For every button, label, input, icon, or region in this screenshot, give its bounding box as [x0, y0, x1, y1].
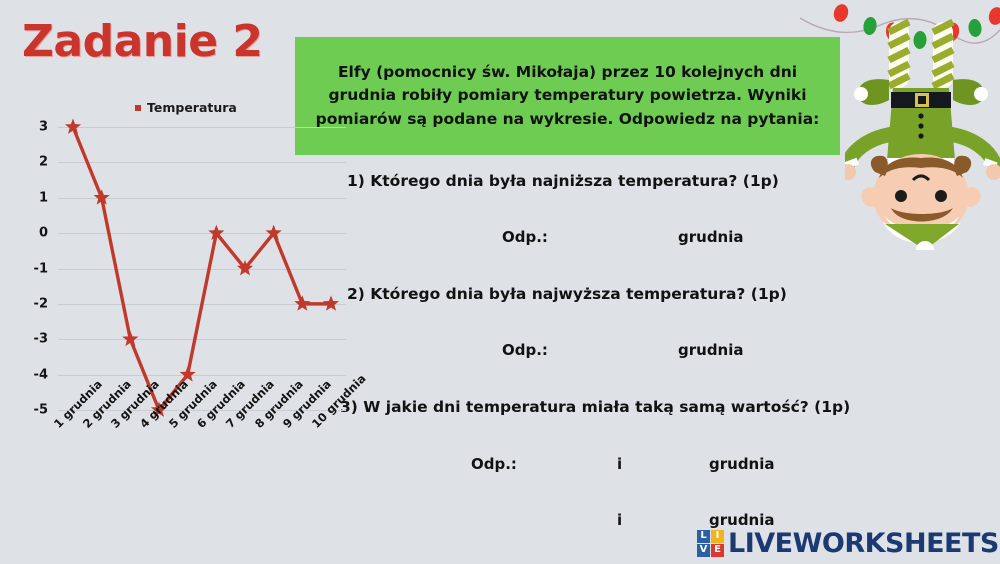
y-axis-tick-label: -5 [33, 402, 48, 418]
logo-wordmark: LIVEWORKSHEETS [728, 527, 999, 559]
chart-x-axis: 1 grudnia 2 grudnia 3 grudnia 4 grudnia 5 gr… [0, 371, 369, 505]
data-point-marker [179, 366, 196, 382]
y-axis-tick-label: -3 [33, 331, 48, 347]
y-axis-tick-label: -4 [33, 367, 48, 383]
chart-series-temperatura [64, 118, 340, 417]
data-point-marker [208, 224, 225, 241]
gridline [58, 374, 346, 376]
gridline [58, 268, 346, 270]
temperature-line-chart: Temperatura 3 2 1 0 -1 -2 -3 -4 -5 1 grudnia 2 gr… [0, 95, 369, 495]
chart-plot-area: 3 2 1 0 -1 -2 -3 -4 -5 [0, 95, 360, 435]
logo-tile-e: E [711, 543, 724, 557]
data-point-marker [93, 189, 110, 205]
data-point-marker [122, 330, 139, 347]
answer-label-2: Odp.: [502, 341, 548, 359]
y-axis-tick-label: 2 [38, 154, 48, 170]
data-point-marker [236, 260, 254, 276]
data-point-marker [322, 295, 340, 311]
answer-suffix-2: grudnia [678, 341, 744, 359]
answer-label-3: Odp.: [471, 455, 517, 473]
elf-illustration [845, 18, 1000, 250]
gridline [58, 127, 346, 128]
question-3: 3) W jakie dni temperatura miała taką sa… [340, 398, 851, 416]
legend-label: Temperatura [147, 100, 237, 115]
question-2: 2) Którego dnia była najwyższa temperatu… [347, 285, 787, 303]
y-axis-tick-label: 0 [38, 225, 48, 241]
y-axis-tick-label: 1 [38, 190, 48, 206]
logo-tile-v: V [697, 543, 710, 557]
logo-tiles: L I V E [697, 529, 724, 557]
data-point-marker [265, 224, 282, 241]
gridline [58, 410, 346, 411]
gridline [58, 339, 346, 341]
gridline [58, 233, 346, 235]
data-point-marker [294, 295, 311, 311]
data-point-marker [150, 401, 168, 417]
answer-label-1: Odp.: [502, 228, 548, 246]
y-axis-tick-label: -2 [33, 296, 48, 312]
gridline [58, 162, 346, 164]
y-axis-tick-label: 3 [38, 119, 48, 135]
gridline [58, 197, 346, 199]
logo-tile-l: L [697, 529, 710, 543]
answer-conjunction-3a: i [617, 455, 623, 473]
chart-legend: Temperatura [135, 100, 237, 115]
legend-swatch-icon [135, 104, 141, 111]
y-axis-tick-label: -1 [33, 261, 48, 276]
liveworksheets-logo: L I V E LIVEWORKSHEETS [697, 528, 999, 558]
answer-suffix-3a: grudnia [709, 455, 775, 473]
data-point-marker [64, 118, 82, 134]
instruction-text: Elfy (pomocnicy św. Mikołaja) przez 10 k… [315, 63, 820, 128]
instruction-box: Elfy (pomocnicy św. Mikołaja) przez 10 k… [295, 37, 840, 155]
answer-suffix-1: grudnia [678, 228, 744, 246]
question-1: 1) Którego dnia była najniższa temperatu… [347, 172, 779, 190]
logo-tile-i: I [711, 529, 724, 543]
answer-suffix-3b: grudnia [709, 511, 775, 529]
series-line [71, 125, 333, 412]
page-title: Zadanie 2 [22, 16, 263, 67]
answer-conjunction-3b: i [617, 511, 623, 529]
